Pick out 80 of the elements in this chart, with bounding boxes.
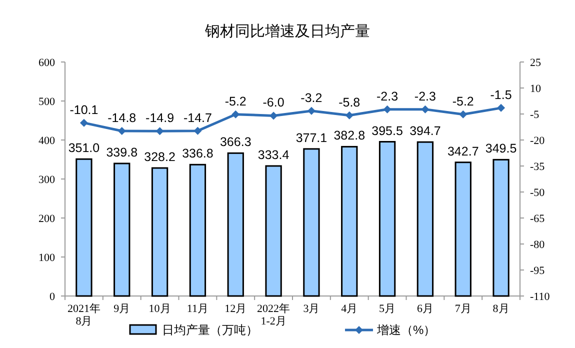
data-label: 349.5 bbox=[485, 142, 517, 156]
x-tick-label: 10月 bbox=[148, 303, 171, 315]
data-label: -14.7 bbox=[183, 110, 212, 125]
bar bbox=[151, 167, 168, 297]
point bbox=[118, 126, 126, 135]
data-label: -2.3 bbox=[376, 89, 398, 104]
y2-tick-label: -110 bbox=[530, 291, 550, 303]
y-tick-label: 0 bbox=[50, 291, 56, 303]
y2-tick-label: -80 bbox=[530, 239, 546, 251]
x-tick-label: 5月 bbox=[379, 303, 396, 315]
point bbox=[383, 105, 392, 114]
data-label: -2.3 bbox=[414, 89, 436, 104]
y-tick-label: 100 bbox=[38, 252, 56, 264]
bar bbox=[492, 158, 510, 297]
data-label: 339.8 bbox=[106, 145, 138, 160]
data-label: 336.8 bbox=[182, 146, 214, 161]
point bbox=[232, 110, 240, 118]
point bbox=[80, 118, 88, 127]
point bbox=[194, 126, 202, 135]
y-tick-label: 400 bbox=[38, 135, 56, 147]
x-tick-label: 4月 bbox=[341, 303, 358, 315]
y-tick-label: 200 bbox=[38, 213, 56, 225]
data-label: -14.9 bbox=[146, 111, 174, 126]
y2-tick-label: -95 bbox=[530, 265, 546, 277]
data-label: -3.2 bbox=[300, 90, 322, 105]
data-label: 333.4 bbox=[258, 148, 290, 162]
bar bbox=[227, 152, 244, 297]
point bbox=[459, 110, 468, 118]
bar bbox=[341, 146, 358, 297]
data-label: -1.5 bbox=[490, 88, 512, 102]
y2-tick-label: 10 bbox=[530, 83, 542, 95]
point bbox=[307, 106, 316, 115]
data-label: -10.1 bbox=[70, 102, 98, 117]
legend-label: 增速（%） bbox=[376, 323, 436, 337]
bar bbox=[114, 162, 130, 297]
data-label: -5.2 bbox=[224, 94, 246, 108]
x-tick-label: 8月 bbox=[492, 303, 510, 315]
bar bbox=[303, 148, 320, 297]
y2-tick-label: 25 bbox=[530, 57, 542, 69]
x-tick-label: 7月 bbox=[454, 303, 472, 315]
point bbox=[270, 112, 278, 120]
y2-tick-label: -35 bbox=[530, 161, 546, 173]
x-tick-label: 11月 bbox=[186, 303, 209, 315]
y2-tick-label: -50 bbox=[530, 187, 546, 199]
bar bbox=[378, 141, 396, 297]
data-label: 342.7 bbox=[447, 144, 479, 158]
legend-label: 日均产量（万吨） bbox=[162, 323, 258, 337]
point bbox=[421, 105, 430, 114]
x-tick-label: 2021年 8月 bbox=[67, 303, 100, 328]
data-label: 351.0 bbox=[68, 141, 100, 156]
chart-title: 钢材同比增速及日均产量 bbox=[204, 23, 370, 40]
bar bbox=[416, 141, 434, 297]
data-label: 382.8 bbox=[334, 128, 366, 143]
bar bbox=[454, 162, 472, 297]
data-label: 328.2 bbox=[144, 150, 176, 164]
data-label: 366.3 bbox=[220, 135, 252, 150]
point bbox=[156, 127, 164, 136]
x-tick-label: 3月 bbox=[303, 303, 320, 315]
point bbox=[497, 104, 506, 112]
point bbox=[345, 111, 354, 120]
y-tick-label: 300 bbox=[38, 174, 56, 186]
x-tick-label: 9月 bbox=[114, 303, 130, 315]
y2-tick-label: -5 bbox=[530, 109, 540, 121]
data-label: 394.7 bbox=[410, 124, 441, 138]
data-label: 395.5 bbox=[372, 124, 403, 138]
bar bbox=[189, 164, 206, 297]
y2-tick-label: -20 bbox=[530, 135, 546, 147]
y2-tick-label: -65 bbox=[530, 213, 546, 225]
x-tick-label: 6月 bbox=[416, 303, 434, 315]
bar bbox=[76, 158, 92, 297]
x-tick-label: 12月 bbox=[224, 303, 247, 315]
y-tick-label: 500 bbox=[38, 96, 56, 108]
data-label: 377.1 bbox=[296, 130, 328, 145]
bar bbox=[265, 165, 282, 297]
y-tick-label: 600 bbox=[38, 57, 56, 69]
data-label: -5.8 bbox=[338, 95, 360, 110]
data-label: -5.2 bbox=[452, 94, 474, 108]
data-label: -14.8 bbox=[108, 110, 136, 125]
data-label: -6.0 bbox=[262, 96, 284, 110]
x-tick-label: 2022年 1-2月 bbox=[257, 303, 290, 328]
